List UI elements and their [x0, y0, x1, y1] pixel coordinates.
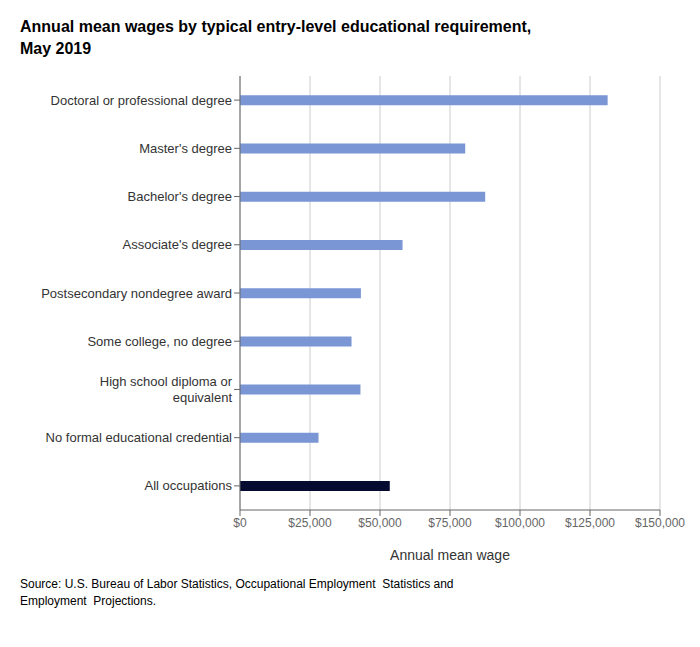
svg-text:$25,000: $25,000 — [288, 516, 332, 530]
svg-text:Doctoral or professional degre: Doctoral or professional degree — [51, 93, 232, 108]
html-text:Source: U.S. Bureau of Labor S: Source: U.S. Bureau of Labor Statistics,… — [20, 577, 454, 608]
svg-text:$150,000: $150,000 — [635, 516, 685, 530]
svg-text:$0: $0 — [233, 516, 247, 530]
html-text:Annual mean wages by typical e: Annual mean wages by typical entry-level… — [20, 18, 532, 35]
svg-text:No formal educational credenti: No formal educational credential — [46, 430, 233, 445]
svg-text:Postsecondary nondegree award: Postsecondary nondegree award — [41, 286, 232, 301]
svg-text:Master's degree: Master's degree — [139, 141, 232, 156]
svg-text:Some college, no degree: Some college, no degree — [87, 334, 232, 349]
svg-text:All occupations: All occupations — [145, 478, 233, 493]
svg-text:Annual mean wage: Annual mean wage — [390, 547, 510, 563]
svg-text:$50,000: $50,000 — [358, 516, 402, 530]
svg-text:$125,000: $125,000 — [565, 516, 615, 530]
svg-text:High school diploma orequivale: High school diploma orequivalent — [100, 374, 233, 405]
svg-text:$75,000: $75,000 — [428, 516, 472, 530]
svg-text:Bachelor's degree: Bachelor's degree — [128, 189, 232, 204]
svg-text:$100,000: $100,000 — [495, 516, 545, 530]
html-text:May 2019: May 2019 — [20, 40, 92, 57]
svg-text:Associate's degree: Associate's degree — [123, 237, 232, 252]
